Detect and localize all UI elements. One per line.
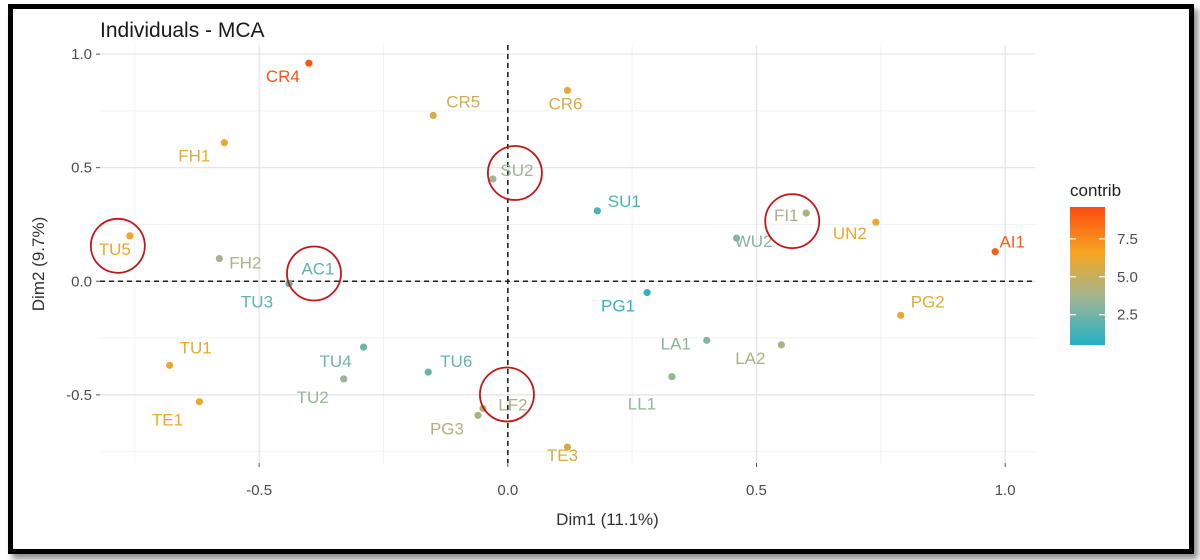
- y-tick-label: 0.0: [71, 273, 92, 290]
- point-label-te3: TE3: [547, 446, 578, 465]
- point-su2: [489, 175, 497, 183]
- point-label-te1: TE1: [152, 411, 183, 430]
- annotation-circle-su2: [486, 145, 543, 201]
- point-un2: [872, 218, 880, 226]
- point-label-ac1: AC1: [301, 260, 334, 279]
- point-cr4: [305, 59, 313, 67]
- point-cr5: [429, 111, 437, 120]
- x-tick-label: -0.5: [246, 482, 272, 499]
- point-label-fh1: FH1: [178, 147, 210, 166]
- point-label-ai1: AI1: [999, 233, 1025, 252]
- point-la1: [703, 336, 711, 344]
- x-axis-title: Dim1 (11.1%): [556, 510, 659, 529]
- point-tu1: [166, 361, 174, 369]
- point-su1: [593, 207, 601, 215]
- point-tu6: [424, 368, 432, 376]
- chart-title: Individuals - MCA: [100, 19, 265, 42]
- point-fi1: [802, 209, 810, 217]
- point-label-fi1: FI1: [774, 206, 799, 225]
- point-la2: [777, 341, 785, 349]
- annotation-circle-ac1: [286, 245, 342, 302]
- point-label-tu6: TU6: [440, 352, 472, 371]
- point-label-tu4: TU4: [320, 352, 352, 371]
- y-axis-title: Dim2 (9.7%): [29, 217, 48, 311]
- point-label-cr6: CR6: [548, 94, 582, 113]
- point-tu5: [126, 232, 134, 240]
- point-label-la1: LA1: [661, 334, 691, 353]
- point-pg1: [643, 289, 651, 297]
- point-label-cr5: CR5: [446, 92, 480, 111]
- point-label-lf2: LF2: [498, 395, 527, 414]
- point-label-pg2: PG2: [911, 292, 945, 311]
- point-cr6: [563, 86, 572, 95]
- point-label-tu1: TU1: [180, 338, 212, 357]
- point-label-fh2: FH2: [229, 254, 261, 273]
- legend-colorbar: [1070, 207, 1105, 345]
- legend-title: contrib: [1070, 181, 1121, 200]
- x-tick-label: 0.0: [497, 482, 518, 499]
- annotation-circle-tu5: [89, 217, 146, 274]
- x-tick-label: 0.5: [746, 482, 767, 499]
- point-tu4: [359, 343, 368, 351]
- plot-panel: [100, 45, 1035, 463]
- point-pg3: [474, 411, 482, 419]
- point-label-tu3: TU3: [241, 293, 273, 312]
- point-ll1: [668, 373, 676, 381]
- point-fh1: [220, 139, 228, 147]
- legend-tick-label: 2.5: [1117, 307, 1138, 324]
- point-label-su2: SU2: [500, 161, 533, 180]
- point-label-cr4: CR4: [266, 67, 300, 86]
- point-label-wu2: WU2: [735, 232, 773, 251]
- point-pg2: [897, 311, 905, 319]
- point-label-ll1: LL1: [628, 395, 656, 414]
- y-tick-label: 0.5: [71, 160, 92, 177]
- legend-tick-label: 7.5: [1117, 231, 1138, 248]
- point-label-la2: LA2: [735, 349, 765, 368]
- point-te1: [195, 398, 204, 406]
- point-ai1: [991, 248, 999, 256]
- point-tu2: [340, 375, 348, 383]
- x-tick-label: 1.0: [995, 482, 1016, 499]
- point-label-un2: UN2: [833, 224, 867, 243]
- y-tick-label: 1.0: [71, 46, 92, 63]
- point-label-pg1: PG1: [601, 297, 635, 316]
- point-fh2: [215, 254, 223, 263]
- point-label-tu2: TU2: [297, 388, 329, 407]
- point-label-su1: SU1: [608, 192, 641, 211]
- point-label-tu5: TU5: [99, 240, 131, 259]
- point-label-pg3: PG3: [430, 419, 464, 438]
- legend-tick-label: 5.0: [1117, 269, 1138, 286]
- annotation-circle-lf2: [479, 366, 535, 423]
- annotation-circle-fi1: [764, 193, 821, 250]
- point-te3: [563, 443, 572, 451]
- y-tick-label: -0.5: [66, 387, 92, 404]
- point-wu2: [732, 234, 741, 242]
